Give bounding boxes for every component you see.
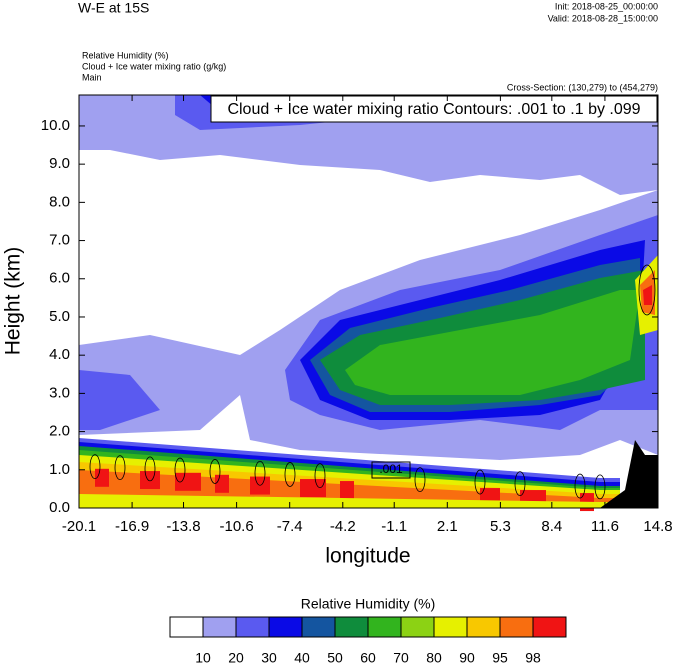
field-name: Main: [82, 72, 102, 82]
cloud-contour: [114, 455, 126, 481]
x-tick-label: 11.6: [591, 518, 619, 535]
colorbar-box: [202, 616, 237, 638]
y-tick-label: 1.0: [49, 461, 70, 478]
contour-fill: [215, 474, 229, 493]
y-axis-title: Height (km): [2, 247, 25, 356]
contour-fill: [79, 370, 160, 430]
colorbar-label: 95: [492, 650, 508, 666]
contour-info: Cloud + Ice water mixing ratio Contours:…: [227, 101, 640, 118]
cloud-contour: [474, 469, 486, 495]
chart-title: W-E at 15S: [78, 0, 149, 16]
contour-fill: [345, 290, 640, 395]
cross-section: Cross-Section: (130,279) to (454,279): [507, 82, 658, 92]
cloud-contour: [254, 460, 266, 486]
contour-fill: [95, 468, 109, 487]
colorbar-box: [268, 616, 303, 638]
colorbar-box: [433, 616, 468, 638]
x-tick-label: 14.8: [643, 518, 672, 535]
y-tick-label: 4.0: [49, 346, 70, 363]
colorbar-box: [400, 616, 435, 638]
cloud-contour: [414, 467, 426, 493]
x-tick-label: -4.2: [330, 518, 356, 535]
colorbar-box: [301, 616, 336, 638]
colorbar-box: [466, 616, 501, 638]
cloud-contour: [284, 462, 296, 487]
x-tick-label: -16.9: [115, 518, 149, 535]
colorbar-label: 10: [195, 650, 211, 666]
colorbar-label: 30: [261, 650, 277, 666]
y-tick-label: 3.0: [49, 384, 70, 401]
y-tick-label: 8.0: [49, 193, 70, 210]
contour-fill: [79, 494, 620, 508]
y-tick-label: 5.0: [49, 308, 70, 325]
colorbar-title: Relative Humidity (%): [301, 596, 436, 612]
colorbar-label: 20: [228, 650, 244, 666]
cloud-contour: [574, 473, 586, 499]
y-tick-label: 10.0: [41, 117, 70, 134]
y-tick-label: 2.0: [49, 423, 70, 440]
init-time: Init: 2018-08-25_00:00:00: [555, 1, 658, 11]
x-tick-label: 5.3: [490, 518, 511, 535]
x-tick-label: -7.4: [277, 518, 303, 535]
y-tick-label: 9.0: [49, 155, 70, 172]
plot-frame: [78, 94, 659, 509]
contour-fill: [175, 472, 201, 491]
cloud-contour: [594, 474, 606, 500]
contour-fill: [340, 481, 354, 500]
x-tick-label: -10.6: [220, 518, 254, 535]
cloud-contour: [314, 463, 326, 489]
info-box: [210, 95, 658, 123]
x-axis-title: longitude: [325, 545, 410, 568]
colorbar-box: [334, 616, 369, 638]
cloud-contour: [174, 457, 186, 483]
colorbar-box: [367, 616, 402, 638]
valid-time: Valid: 2018-08-28_15:00:00: [548, 13, 658, 23]
colorbar-label: 98: [525, 650, 541, 666]
colorbar-label: 50: [327, 650, 343, 666]
x-tick-label: 2.1: [437, 518, 458, 535]
colorbar-label: 40: [294, 650, 310, 666]
contour-fill: [643, 285, 652, 305]
colorbar-label: 60: [360, 650, 376, 666]
plot-area: [79, 95, 658, 512]
y-tick-label: 6.0: [49, 270, 70, 287]
field-name: Relative Humidity (%): [82, 50, 169, 60]
colorbar-box: [235, 616, 270, 638]
cloud-contour: [638, 264, 656, 316]
colorbar-label: 80: [426, 650, 442, 666]
contour-label: .001: [379, 462, 403, 476]
x-tick-label: -13.8: [166, 518, 200, 535]
cloud-contour: [89, 454, 101, 480]
cloud-contour: [514, 471, 526, 497]
colorbar-box: [532, 616, 567, 638]
y-tick-label: 7.0: [49, 232, 70, 249]
colorbar-label: 70: [393, 650, 409, 666]
y-tick-label: 0.0: [49, 499, 70, 516]
colorbar-box: [169, 616, 204, 638]
x-tick-label: 8.4: [541, 518, 562, 535]
cloud-contour: [209, 459, 221, 484]
x-tick-label: -1.1: [381, 518, 407, 535]
contour-label-box: [371, 461, 411, 479]
colorbar-box: [499, 616, 534, 638]
x-tick-label: -20.1: [62, 518, 96, 535]
colorbar-label: 90: [459, 650, 475, 666]
field-name: Cloud + Ice water mixing ratio (g/kg): [82, 61, 226, 71]
cloud-contour: [144, 456, 156, 482]
contour-fill: [300, 479, 326, 498]
terrain: [600, 440, 658, 508]
contour-fill: [140, 471, 160, 490]
